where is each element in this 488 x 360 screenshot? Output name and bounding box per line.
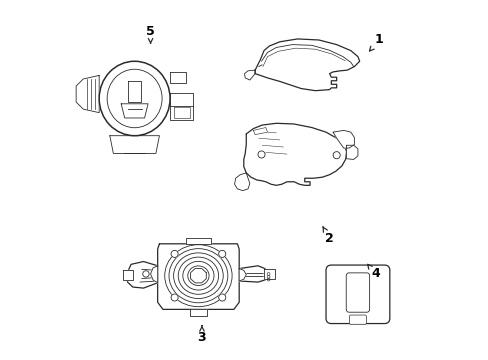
Text: 4: 4 [367,264,379,280]
Circle shape [218,250,225,257]
Polygon shape [244,123,346,185]
FancyBboxPatch shape [349,315,366,324]
Polygon shape [122,270,133,280]
Polygon shape [170,72,185,82]
Polygon shape [190,269,206,283]
Ellipse shape [99,61,170,136]
Polygon shape [110,136,159,153]
Polygon shape [76,76,99,113]
Polygon shape [255,39,359,91]
Circle shape [218,294,225,301]
Polygon shape [128,81,141,102]
Polygon shape [239,269,246,281]
Polygon shape [150,266,157,283]
Polygon shape [170,93,193,120]
Polygon shape [173,107,189,118]
Polygon shape [239,266,267,282]
Polygon shape [157,244,239,309]
Polygon shape [346,145,357,159]
FancyBboxPatch shape [346,273,369,312]
Text: 5: 5 [146,24,155,44]
Polygon shape [234,173,249,191]
Circle shape [171,250,178,257]
Polygon shape [121,104,148,118]
Text: 2: 2 [322,227,333,245]
FancyBboxPatch shape [325,265,389,324]
Polygon shape [264,269,274,279]
Polygon shape [127,261,157,288]
Polygon shape [185,238,210,244]
Polygon shape [189,309,207,316]
Circle shape [171,294,178,301]
Polygon shape [244,70,255,80]
Text: 3: 3 [197,326,206,344]
Polygon shape [253,127,267,135]
Text: 1: 1 [369,33,383,51]
Polygon shape [332,130,354,148]
